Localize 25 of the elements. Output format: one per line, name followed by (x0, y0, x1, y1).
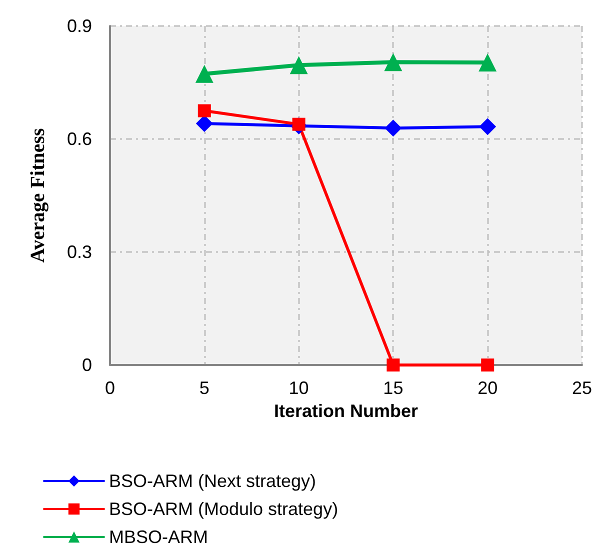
legend-label: MBSO-ARM (109, 527, 208, 547)
x-tick-label: 15 (383, 378, 404, 398)
x-tick-label: 20 (478, 378, 498, 398)
point (290, 56, 308, 74)
legend-label: BSO-ARM (Modulo strategy) (109, 499, 338, 519)
y-tick-label: 0.9 (66, 16, 92, 36)
y-tick-label: 0.3 (66, 242, 92, 262)
y-axis-title: Average Fitness (27, 128, 49, 263)
point (195, 64, 214, 83)
point (481, 358, 494, 372)
x-tick-label: 0 (104, 378, 116, 398)
point (198, 104, 211, 118)
point (386, 358, 400, 372)
point (384, 53, 402, 72)
point (196, 115, 213, 132)
point (479, 118, 496, 136)
y-tick-label: 0 (82, 355, 92, 375)
legend-label: BSO-ARM (Next strategy) (109, 471, 316, 491)
y-tick-label: 0.6 (66, 129, 92, 149)
x-tick-label: 10 (288, 378, 309, 398)
point (478, 54, 497, 72)
x-tick-label: 25 (572, 378, 592, 398)
x-tick-label: 5 (199, 378, 210, 398)
x-axis-title: Iteration Number (274, 400, 418, 421)
point (384, 120, 402, 137)
